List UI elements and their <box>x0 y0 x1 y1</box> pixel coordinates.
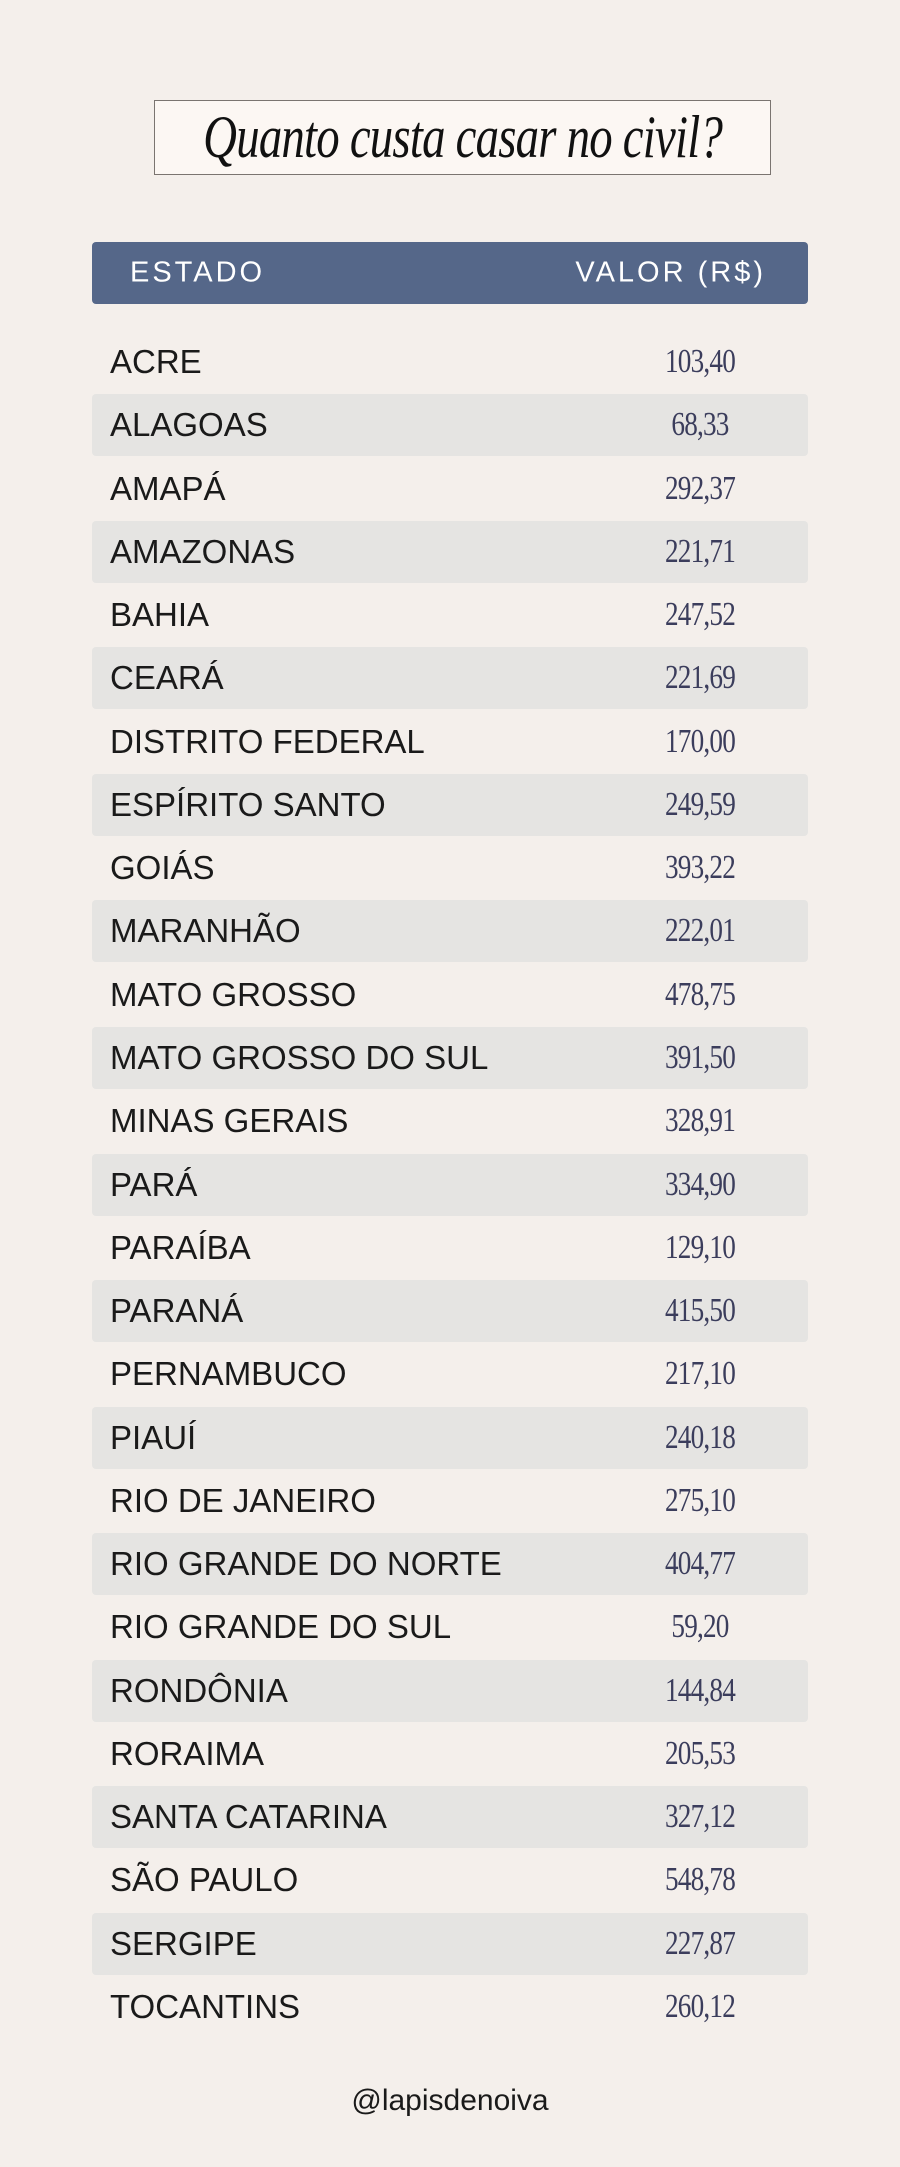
table-row: PARAÍBA 129,10 <box>92 1217 808 1279</box>
state-name: MATO GROSSO DO SUL <box>110 1038 489 1076</box>
state-name: RORAIMA <box>110 1734 265 1772</box>
state-value: 292,37 <box>665 469 736 507</box>
state-name: AMAPÁ <box>110 469 226 507</box>
state-value: 205,53 <box>665 1734 736 1772</box>
state-value: 221,69 <box>665 659 736 697</box>
state-name: MINAS GERAIS <box>110 1102 349 1140</box>
state-value: 260,12 <box>665 1988 736 2026</box>
state-value: 129,10 <box>665 1228 736 1266</box>
state-name: PARÁ <box>110 1165 198 1203</box>
state-name: AMAZONAS <box>110 532 296 570</box>
table-row: SANTA CATARINA 327,12 <box>92 1786 808 1849</box>
state-name: RIO DE JANEIRO <box>110 1481 376 1519</box>
state-value: 170,00 <box>665 722 736 760</box>
state-name: SÃO PAULO <box>110 1861 299 1899</box>
footer-handle: @lapisdenoiva <box>351 2084 549 2117</box>
state-value: 249,59 <box>665 785 736 823</box>
header-value: VALOR (R$) <box>575 256 766 289</box>
state-value: 327,12 <box>665 1798 736 1836</box>
table-row: GOIÁS 393,22 <box>92 837 808 899</box>
state-name: PARANÁ <box>110 1292 244 1330</box>
state-name: SANTA CATARINA <box>110 1798 387 1836</box>
table-row: BAHIA 247,52 <box>92 584 808 646</box>
state-value: 217,10 <box>665 1355 736 1393</box>
state-value: 240,18 <box>665 1418 736 1456</box>
state-name: MATO GROSSO <box>110 975 357 1013</box>
table-row: RIO GRANDE DO NORTE 404,77 <box>92 1533 808 1596</box>
table-row: AMAPÁ 292,37 <box>92 458 808 520</box>
state-value: 222,01 <box>665 912 736 950</box>
table-row: MINAS GERAIS 328,91 <box>92 1090 808 1152</box>
state-value: 68,33 <box>671 406 729 444</box>
state-value: 393,22 <box>665 849 736 887</box>
table-row: RONDÔNIA 144,84 <box>92 1659 808 1722</box>
state-value: 247,52 <box>665 596 736 634</box>
table-row: SÃO PAULO 548,78 <box>92 1849 808 1911</box>
state-name: RONDÔNIA <box>110 1671 288 1709</box>
table-row: RORAIMA 205,53 <box>92 1723 808 1785</box>
state-name: SERGIPE <box>110 1924 257 1962</box>
state-name: TOCANTINS <box>110 1988 301 2026</box>
table-row: PIAUÍ 240,18 <box>92 1406 808 1469</box>
header-state: ESTADO <box>130 256 266 289</box>
title-box: Quanto custa casar no civil? <box>154 100 771 175</box>
state-value: 227,87 <box>665 1924 736 1962</box>
state-value: 144,84 <box>665 1671 736 1709</box>
state-name: CEARÁ <box>110 659 224 697</box>
state-value: 415,50 <box>665 1292 736 1330</box>
table-row: DISTRITO FEDERAL 170,00 <box>92 711 808 773</box>
state-value: 328,91 <box>665 1102 736 1140</box>
table-row: ALAGOAS 68,33 <box>92 394 808 457</box>
table-row: SERGIPE 227,87 <box>92 1912 808 1975</box>
table-row: ESPÍRITO SANTO 249,59 <box>92 773 808 836</box>
table-row: TOCANTINS 260,12 <box>92 1976 808 2038</box>
state-value: 275,10 <box>665 1481 736 1519</box>
table-row: RIO GRANDE DO SUL 59,20 <box>92 1596 808 1658</box>
state-name: DISTRITO FEDERAL <box>110 722 425 760</box>
state-name: RIO GRANDE DO SUL <box>110 1608 452 1646</box>
table-row: MATO GROSSO 478,75 <box>92 964 808 1026</box>
table-row: PERNAMBUCO 217,10 <box>92 1343 808 1405</box>
state-value: 391,50 <box>665 1038 736 1076</box>
state-name: PARAÍBA <box>110 1228 251 1266</box>
state-value: 334,90 <box>665 1165 736 1203</box>
state-name: BAHIA <box>110 596 210 634</box>
table-row: MARANHÃO 222,01 <box>92 900 808 963</box>
state-name: RIO GRANDE DO NORTE <box>110 1545 502 1583</box>
table-row: RIO DE JANEIRO 275,10 <box>92 1470 808 1532</box>
state-value: 221,71 <box>665 532 736 570</box>
table-row: ACRE 103,40 <box>92 331 808 393</box>
table-row: CEARÁ 221,69 <box>92 647 808 710</box>
table-row: PARÁ 334,90 <box>92 1153 808 1216</box>
state-name: PERNAMBUCO <box>110 1355 347 1393</box>
page-title: Quanto custa casar no civil? <box>203 104 723 170</box>
table-row: AMAZONAS 221,71 <box>92 520 808 583</box>
state-name: ACRE <box>110 343 202 380</box>
state-name: GOIÁS <box>110 849 215 887</box>
table-row: MATO GROSSO DO SUL 391,50 <box>92 1026 808 1089</box>
state-value: 478,75 <box>665 975 736 1013</box>
table-header: ESTADO VALOR (R$) <box>92 242 808 304</box>
state-value: 59,20 <box>671 1608 729 1646</box>
state-value: 404,77 <box>665 1545 736 1583</box>
state-name: ALAGOAS <box>110 406 268 444</box>
state-value: 103,40 <box>665 343 736 380</box>
state-value: 548,78 <box>665 1861 736 1899</box>
state-name: MARANHÃO <box>110 912 301 950</box>
table-row: PARANÁ 415,50 <box>92 1280 808 1343</box>
state-name: ESPÍRITO SANTO <box>110 785 386 823</box>
state-name: PIAUÍ <box>110 1418 197 1456</box>
